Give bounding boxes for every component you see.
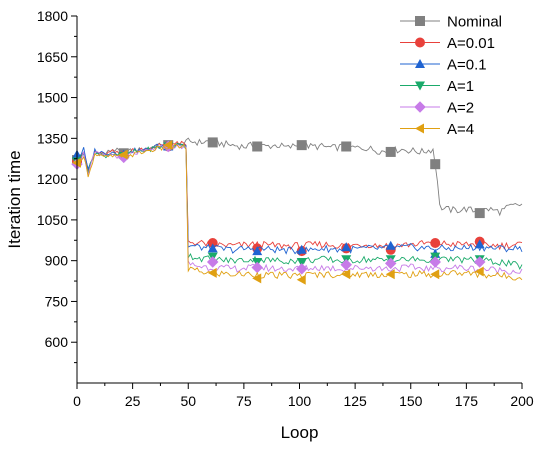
y-tick-label-750: 750: [45, 293, 69, 309]
series-layer: [71, 137, 523, 285]
series-marker-a-0-01-8: [430, 237, 441, 248]
series-marker-a-4-4: [252, 273, 262, 284]
series-line-a-4: [76, 143, 523, 281]
series-a-0-1: [72, 141, 523, 258]
series-marker-a-4-1: [118, 149, 128, 160]
x-tick-label-0: 0: [73, 393, 81, 409]
x-tick-label-25: 25: [125, 393, 141, 409]
series-marker-a-2-8: [429, 256, 441, 268]
legend-item-a-4: A=4: [400, 121, 474, 138]
series-marker-nominal-7: [385, 146, 396, 157]
x-tick-label-75: 75: [236, 393, 252, 409]
x-tick-label-50: 50: [180, 393, 196, 409]
series-marker-nominal-3: [207, 137, 218, 148]
legend-label-nominal: Nominal: [447, 14, 502, 31]
series-marker-a-4-8: [430, 269, 440, 280]
series-marker-a-0-1-5: [296, 244, 307, 254]
series-marker-nominal-6: [341, 141, 352, 152]
series-line-a-0-1: [76, 143, 523, 256]
series-a-4: [72, 140, 523, 285]
series-marker-nominal-9: [474, 208, 485, 219]
series-marker-a-4-6: [341, 269, 351, 280]
x-axis-title: Loop: [281, 423, 319, 442]
y-tick-label-1200: 1200: [37, 171, 68, 187]
legend-marker-a-2: [414, 101, 426, 113]
series-marker-a-2-9: [473, 256, 486, 268]
x-tick-label-175: 175: [455, 393, 479, 409]
series-marker-a-4-9: [474, 266, 484, 277]
legend-item-a-2: A=2: [400, 100, 474, 117]
y-tick-label-1050: 1050: [37, 212, 68, 228]
series-marker-a-0-1-4: [252, 246, 263, 256]
series-marker-a-2-4: [251, 261, 263, 274]
y-axis-title: Iteration time: [5, 150, 24, 248]
y-tick-label-900: 900: [45, 253, 69, 269]
series-marker-a-4-3: [207, 267, 217, 278]
legend-label-a-0-01: A=0.01: [447, 35, 495, 52]
legend-label-a-1: A=1: [447, 78, 474, 95]
legend-marker-a-0-01: [415, 37, 425, 48]
series-marker-a-4-5: [296, 274, 306, 285]
legend-marker-a-0-1: [415, 59, 425, 68]
y-tick-label-1650: 1650: [37, 49, 68, 65]
series-marker-a-1-5: [296, 258, 307, 268]
series-marker-a-2-6: [340, 258, 352, 271]
series-marker-a-0-1-9: [474, 239, 485, 249]
y-tick-label-1500: 1500: [37, 90, 68, 106]
series-marker-a-2-5: [295, 263, 308, 275]
series-marker-a-0-1-6: [341, 242, 352, 252]
y-tick-label-1350: 1350: [37, 130, 68, 146]
series-line-a-0-01: [76, 140, 523, 251]
x-tick-label-150: 150: [399, 393, 423, 409]
legend: Nominal A=0.01 A=0.1 A=1 A=2 A=4: [400, 14, 502, 138]
series-marker-a-2-3: [206, 256, 219, 268]
legend-label-a-2: A=2: [447, 100, 474, 117]
x-tick-label-125: 125: [343, 393, 367, 409]
series-marker-nominal-4: [252, 141, 263, 152]
x-tick-label-100: 100: [288, 393, 312, 409]
series-marker-a-2-7: [384, 257, 397, 270]
series-a-0-01: [72, 140, 523, 257]
legend-marker-a-1: [415, 81, 425, 91]
legend-item-a-1: A=1: [400, 78, 474, 95]
legend-marker-nominal: [415, 16, 425, 26]
series-marker-nominal-5: [296, 140, 307, 151]
series-marker-a-4-2: [163, 140, 173, 151]
axes: 0 25 50 75 100 125 150 175 200 600 750 900 1050 1200 1…: [37, 8, 534, 409]
legend-label-a-4: A=4: [447, 121, 474, 138]
y-tick-label-1800: 1800: [37, 8, 68, 24]
series-marker-a-0-1-7: [385, 240, 396, 250]
legend-marker-a-4: [415, 123, 424, 134]
legend-item-nominal: Nominal: [400, 14, 502, 31]
legend-item-a-0-1: A=0.1: [400, 57, 487, 74]
series-marker-a-0-1-3: [207, 243, 218, 253]
y-tick-label-600: 600: [45, 334, 69, 350]
series-marker-a-4-7: [385, 269, 395, 280]
x-tick-label-200: 200: [510, 393, 534, 409]
legend-item-a-0-01: A=0.01: [400, 35, 495, 52]
series-marker-nominal-8: [430, 159, 441, 170]
legend-label-a-0-1: A=0.1: [447, 57, 487, 74]
